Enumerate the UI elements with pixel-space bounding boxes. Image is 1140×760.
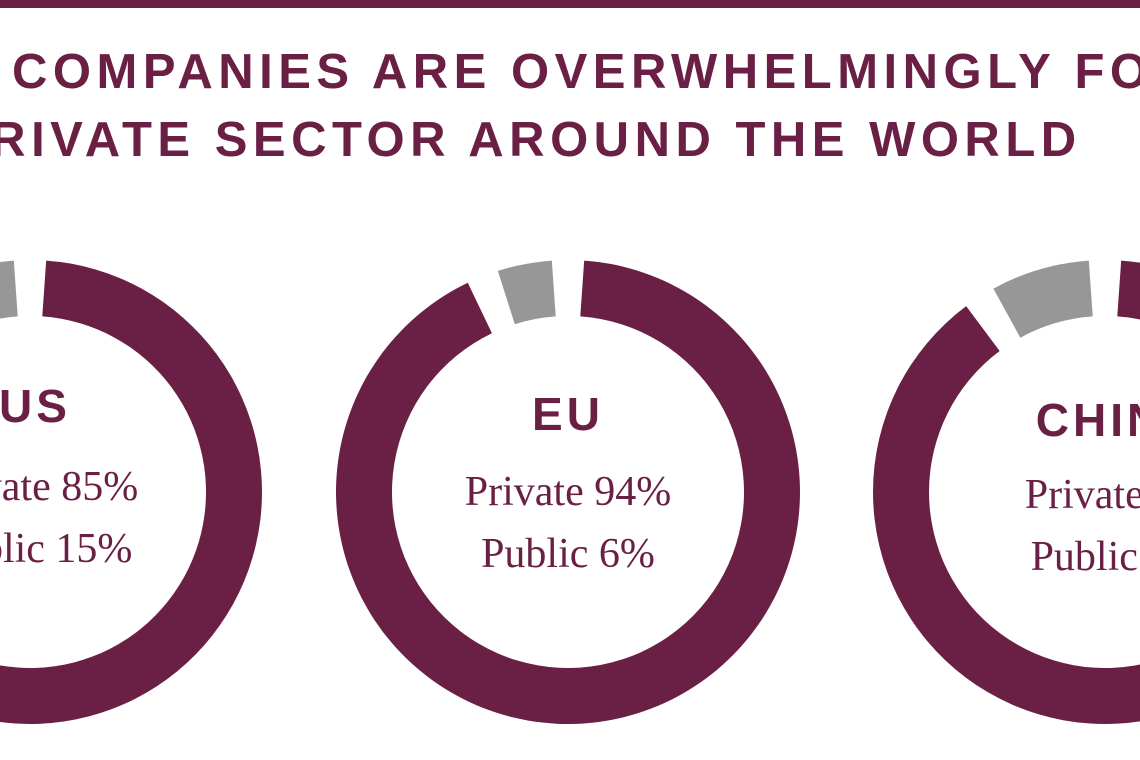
slice-private <box>872 260 1140 724</box>
private-share-label: Private 94% <box>465 469 671 515</box>
top-rule <box>0 0 1140 8</box>
headline: H COMPANIES ARE OVERWHELMINGLY FOU PRIVA… <box>0 38 1140 174</box>
private-share-label: Private 8 <box>1025 472 1140 518</box>
region-label: CHIN <box>1036 394 1140 446</box>
public-share-label: Public 6% <box>481 531 655 577</box>
slice-private <box>0 260 262 724</box>
region-label: US <box>0 380 71 432</box>
public-share-label: Public 1 <box>1031 534 1140 580</box>
slice-public <box>993 260 1093 338</box>
slice-public <box>497 260 556 325</box>
public-share-label: Public 15% <box>0 526 132 572</box>
headline-line-2: PRIVATE SECTOR AROUND THE WORLD <box>0 113 1082 167</box>
donut-us: US Private 85% Public 15% <box>0 260 262 724</box>
region-label: EU <box>532 388 604 440</box>
headline-line-1: H COMPANIES ARE OVERWHELMINGLY FOU <box>0 45 1140 99</box>
slice-public <box>0 260 18 319</box>
donut-eu: EU Private 94% Public 6% <box>335 260 800 725</box>
private-share-label: Private 85% <box>0 464 138 510</box>
donut-chin: CHIN Private 8 Public 1 <box>872 260 1140 724</box>
